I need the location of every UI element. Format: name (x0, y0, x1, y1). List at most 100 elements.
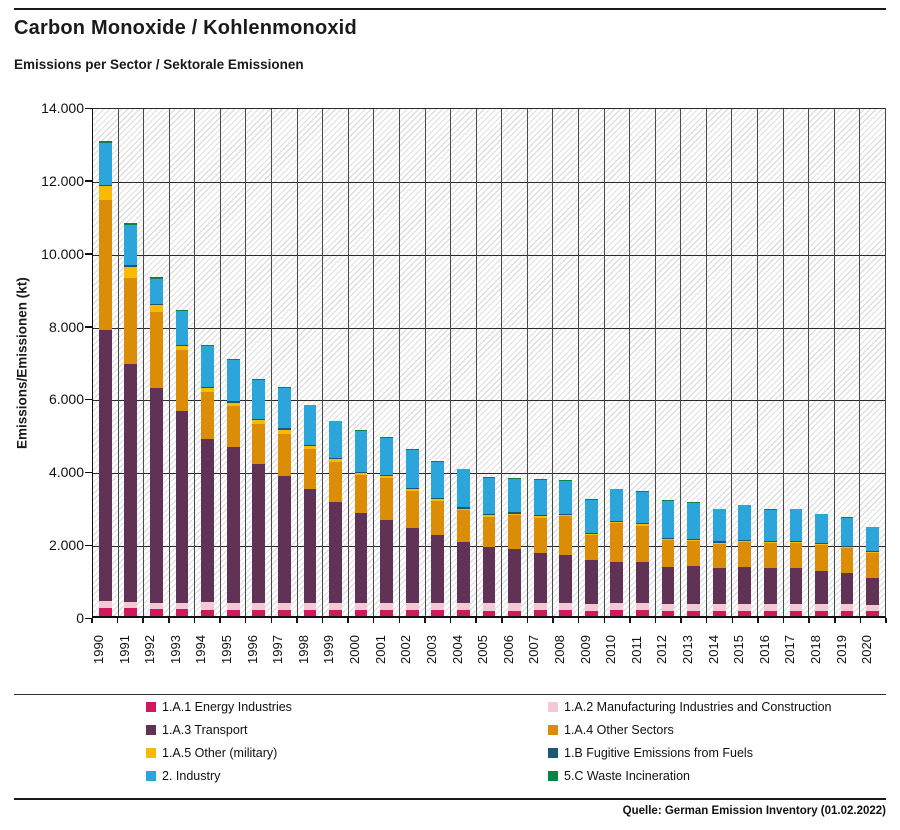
legend-divider (14, 694, 886, 695)
bar-segment (201, 346, 214, 387)
bar-segment (661, 500, 675, 538)
bar-segment (584, 535, 598, 561)
x-tick-mark (398, 618, 401, 623)
bar-segment (559, 610, 573, 616)
bar-segment (712, 541, 726, 543)
bar-segment (661, 538, 675, 540)
stacked-bar-2008 (559, 109, 573, 616)
bar-segment (98, 600, 112, 608)
x-tick-label: 2018 (808, 635, 824, 665)
stacked-bar-chart (92, 108, 886, 618)
stacked-bar-1991 (124, 109, 138, 616)
bar-segment (124, 264, 138, 267)
x-tick-label: 2000 (347, 635, 363, 665)
legend-label: 1.A.4 Other Sectors (564, 722, 674, 737)
stacked-bar-2020 (866, 109, 880, 616)
bar-segment (559, 480, 573, 481)
x-tick-label: 2013 (680, 635, 696, 665)
bar-segment (124, 602, 138, 609)
bar-segment (354, 430, 368, 431)
legend-swatch (146, 701, 156, 712)
x-tick-mark (475, 618, 477, 623)
bar-segment (226, 602, 240, 610)
bar-segment (354, 610, 368, 616)
x-tick-label: 1997 (270, 635, 286, 665)
bar-segment (482, 516, 496, 548)
bar-segment (533, 603, 547, 611)
bar-segment (815, 571, 828, 605)
legend-item: 1.A.3 Transport (146, 722, 548, 737)
y-tick-mark (85, 617, 92, 619)
legend-item: 5.C Waste Incineration (548, 768, 886, 783)
bar-segment (610, 489, 624, 521)
bar-segment (226, 609, 240, 616)
bar-segment (559, 513, 573, 515)
bar-segment (457, 507, 470, 509)
x-tick-label: 1992 (142, 635, 158, 665)
bar-segment (431, 499, 445, 502)
bar-segment (201, 391, 214, 439)
x-tick-label: 1993 (167, 635, 183, 665)
bar-segment (457, 510, 470, 542)
x-tick-label: 2010 (603, 635, 619, 665)
bar-slot-2009 (579, 109, 605, 616)
bar-segment (789, 610, 803, 616)
gridline (93, 181, 885, 183)
bar-slot-2019 (835, 109, 861, 616)
bar-segment (431, 461, 445, 463)
y-tick-mark (85, 544, 92, 547)
bar-segment (124, 608, 138, 616)
bar-segment (201, 438, 214, 603)
bar-segment (98, 607, 112, 616)
bar-segment (124, 364, 138, 603)
y-tick-mark (85, 107, 92, 109)
bar-segment (687, 538, 700, 540)
gridline (93, 400, 885, 402)
legend-item: 1.A.4 Other Sectors (548, 722, 886, 737)
bar-segment (175, 310, 189, 312)
bar-segment (661, 604, 675, 611)
stacked-bar-2002 (405, 109, 419, 616)
bar-segment (789, 540, 803, 542)
bar-segment (354, 430, 368, 472)
bar-segment (201, 386, 214, 389)
legend-label: 1.A.5 Other (military) (162, 745, 278, 760)
legend-item: 1.B Fugitive Emissions from Fuels (548, 745, 886, 760)
legend-label: 1.B Fugitive Emissions from Fuels (564, 745, 753, 760)
bar-segment (226, 406, 240, 447)
bar-slot-2016 (758, 109, 784, 616)
bar-segment (252, 379, 266, 419)
x-tick-mark (142, 618, 144, 623)
bar-segment (866, 578, 880, 605)
stacked-bar-2013 (687, 109, 700, 616)
bar-segment (98, 186, 112, 200)
bar-segment (763, 604, 777, 611)
bar-segment (457, 602, 470, 611)
bar-segment (431, 501, 445, 536)
bar-segment (329, 461, 342, 502)
x-tick-label: 1999 (321, 635, 337, 665)
bar-segment (738, 610, 752, 616)
x-tick-mark (834, 618, 836, 623)
bar-segment (815, 543, 828, 546)
x-tick-mark (526, 618, 529, 623)
x-tick-label: 2009 (577, 635, 593, 665)
bar-slot-1998 (298, 109, 324, 616)
bar-segment (738, 541, 752, 567)
bar-segment (533, 552, 547, 604)
y-tick-label: 10.000 (41, 245, 84, 262)
page-title: Carbon Monoxide / Kohlenmonoxid (14, 17, 357, 39)
y-tick-mark (85, 398, 92, 401)
x-tick-label: 1996 (244, 635, 260, 665)
bar-segment (687, 502, 700, 539)
stacked-bar-1993 (175, 109, 189, 616)
bar-segment (482, 610, 496, 616)
bar-segment (712, 543, 726, 569)
stacked-bar-1995 (226, 109, 240, 616)
bar-segment (687, 566, 700, 605)
bar-segment (840, 547, 854, 574)
bar-segment (610, 610, 624, 616)
bar-segment (124, 266, 138, 278)
bar-segment (789, 542, 803, 569)
bar-segment (354, 472, 368, 476)
